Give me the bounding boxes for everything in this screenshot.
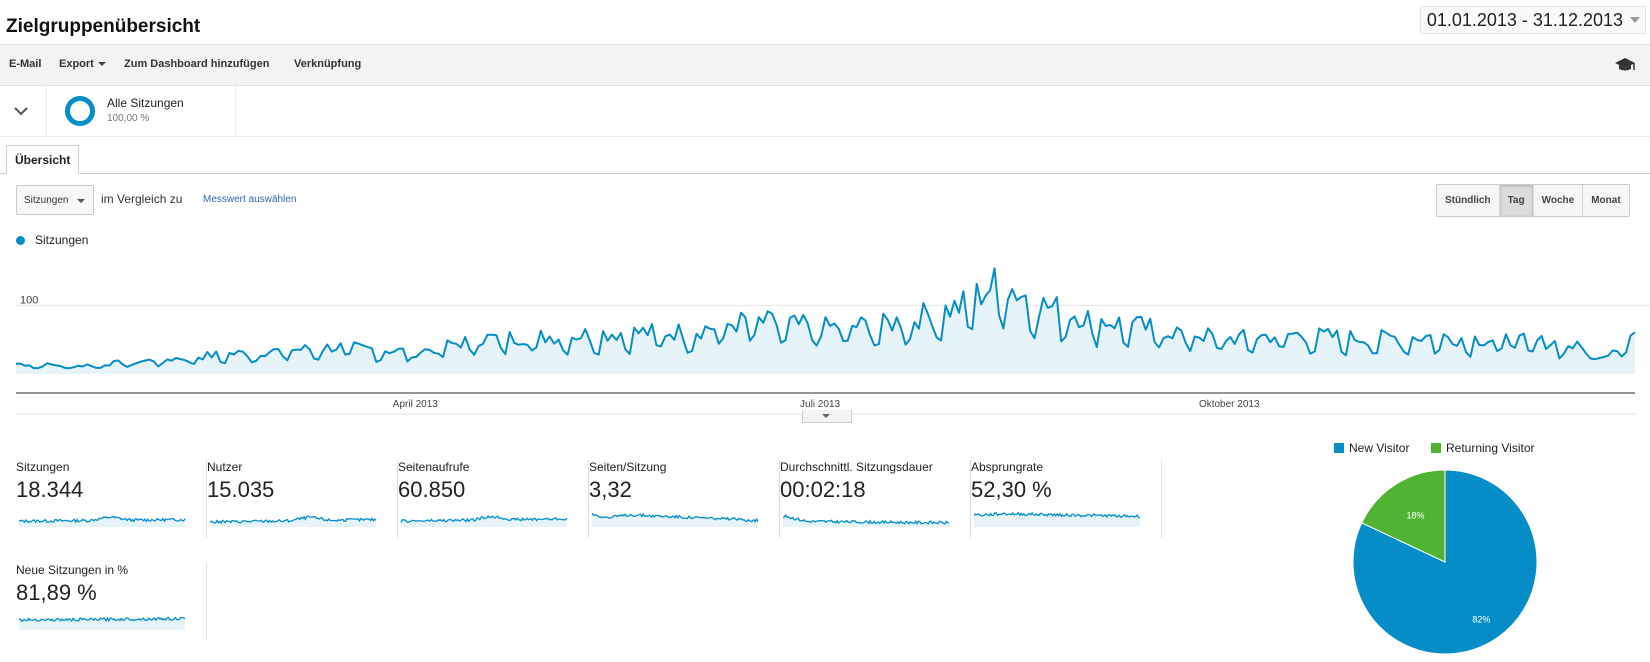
metric-value: 15.035 [207,477,275,502]
sparkline-line [18,515,186,524]
metric-sparkline [18,515,186,527]
pie-slice-label: 18% [1407,511,1425,521]
pie-slice-returning-visitor[interactable] [1361,469,1446,563]
metric-sparkline [782,513,949,527]
segment-percent: 100,00 % [107,113,150,124]
date-range-label: 01.01.2013 - 31.12.2013 [1426,10,1623,30]
sparkline-line [591,512,759,523]
caret-down-icon [77,199,85,203]
x-tick-label: Oktober 2013 [1199,399,1260,410]
metric-sparkline [209,515,377,527]
x-tick-label: April 2013 [393,399,438,410]
legend-swatch [1334,443,1344,453]
segment-toggle[interactable] [0,86,47,136]
segment-name: Alle Sitzungen [107,96,184,110]
day-button[interactable]: Tag [1498,185,1533,216]
sparkline-area [210,516,376,527]
sparkline-area [19,617,185,630]
caret-down-icon [97,62,106,67]
metric-sparkline [973,511,1141,527]
graduation-cap-icon[interactable] [1614,56,1636,79]
metric-value: 52,30 % [971,477,1052,502]
metric-name: Neue Sitzungen in % [16,563,129,577]
chevron-down-icon [14,107,28,116]
segment-ring-icon [65,96,95,126]
granularity-group: Stündlich Tag Woche Monat [1436,184,1630,217]
legend-swatch [1431,443,1441,453]
sparkline-line [18,616,186,623]
select-metric-link[interactable]: Messwert auswählen [203,194,297,205]
metric-name: Sitzungen [16,460,70,474]
pie-slice-new-visitor[interactable] [1352,469,1538,655]
metric-value: 18.344 [16,477,84,502]
header-bar: Zielgruppenübersicht 01.01.2013 - 31.12.… [0,0,1650,45]
series-legend-label: Sitzungen [35,233,89,247]
date-range-picker[interactable]: 01.01.2013 - 31.12.2013 [1419,6,1646,34]
sparkline-line [973,511,1141,519]
y-tick-label: 100 [20,294,38,306]
metric-value: 00:02:18 [780,477,866,502]
tab-row: Übersicht [0,137,1650,174]
sparkline-line [400,514,568,524]
chevron-down-icon [1630,17,1640,23]
metric-card[interactable]: Nutzer 15.035 [207,460,398,538]
pie-legend-returning: Returning Visitor [1431,441,1535,455]
export-label: Export [59,58,94,70]
sparkline-line [782,513,949,525]
shortcut-button[interactable]: Verknüpfung [294,58,362,70]
legend-label: New Visitor [1349,441,1410,455]
metric-sparkline [400,514,568,527]
metric-value: 81,89 % [16,580,97,605]
month-button[interactable]: Monat [1582,185,1628,216]
metric-select-value: Sitzungen [24,195,69,206]
email-button[interactable]: E-Mail [9,58,42,70]
export-button[interactable]: Export [59,58,106,70]
pie-slice-label: 82% [1472,614,1490,624]
compare-text: im Vergleich zu [101,192,183,206]
metric-select[interactable]: Sitzungen [16,185,94,215]
metric-name: Absprungrate [971,460,1044,474]
add-to-dashboard-button[interactable]: Zum Dashboard hinzufügen [124,58,270,70]
caret-down-icon [822,414,830,418]
metric-name: Durchschnittl. Sitzungsdauer [780,460,933,474]
tab-overview[interactable]: Übersicht [6,145,80,174]
sessions-line [15,267,1636,370]
chart-collapse-toggle[interactable] [802,410,852,423]
week-button[interactable]: Woche [1532,185,1583,216]
series-legend-dot [16,236,25,245]
segment-all-sessions[interactable]: Alle Sitzungen 100,00 % [47,86,236,136]
page-title: Zielgruppenübersicht [6,16,201,37]
metric-card[interactable]: Absprungrate 52,30 % [971,460,1162,538]
report-toolbar: E-Mail Export Zum Dashboard hinzufügen V… [0,45,1650,86]
metric-sparkline [591,512,759,527]
x-tick-label: Juli 2013 [800,399,840,410]
metric-card[interactable]: Neue Sitzungen in % 81,89 % [16,563,207,641]
sparkline-area [19,516,185,527]
hourly-button[interactable]: Stündlich [1445,195,1491,206]
segment-bar: Alle Sitzungen 100,00 % [0,86,1650,137]
metric-card[interactable]: Seiten/Sitzung 3,32 [589,460,780,538]
legend-label: Returning Visitor [1446,441,1535,455]
metric-value: 60.850 [398,477,466,502]
sparkline-area [974,512,1140,527]
visitor-pie-chart: 82% 18% [1352,469,1538,655]
metric-card[interactable]: Durchschnittl. Sitzungsdauer 00:02:18 [780,460,971,538]
metric-sparkline [18,616,186,630]
metric-name: Nutzer [207,460,243,474]
pie-legend-new: New Visitor [1334,441,1409,455]
sparkline-area [401,516,567,527]
metric-value: 3,32 [589,477,632,502]
metric-card[interactable]: Seitenaufrufe 60.850 [398,460,589,538]
metric-name: Seiten/Sitzung [589,460,667,474]
sparkline-line [209,515,377,525]
sparkline-area [592,513,758,527]
metric-name: Seitenaufrufe [398,460,470,474]
metric-card[interactable]: Sitzungen 18.344 [16,460,207,538]
